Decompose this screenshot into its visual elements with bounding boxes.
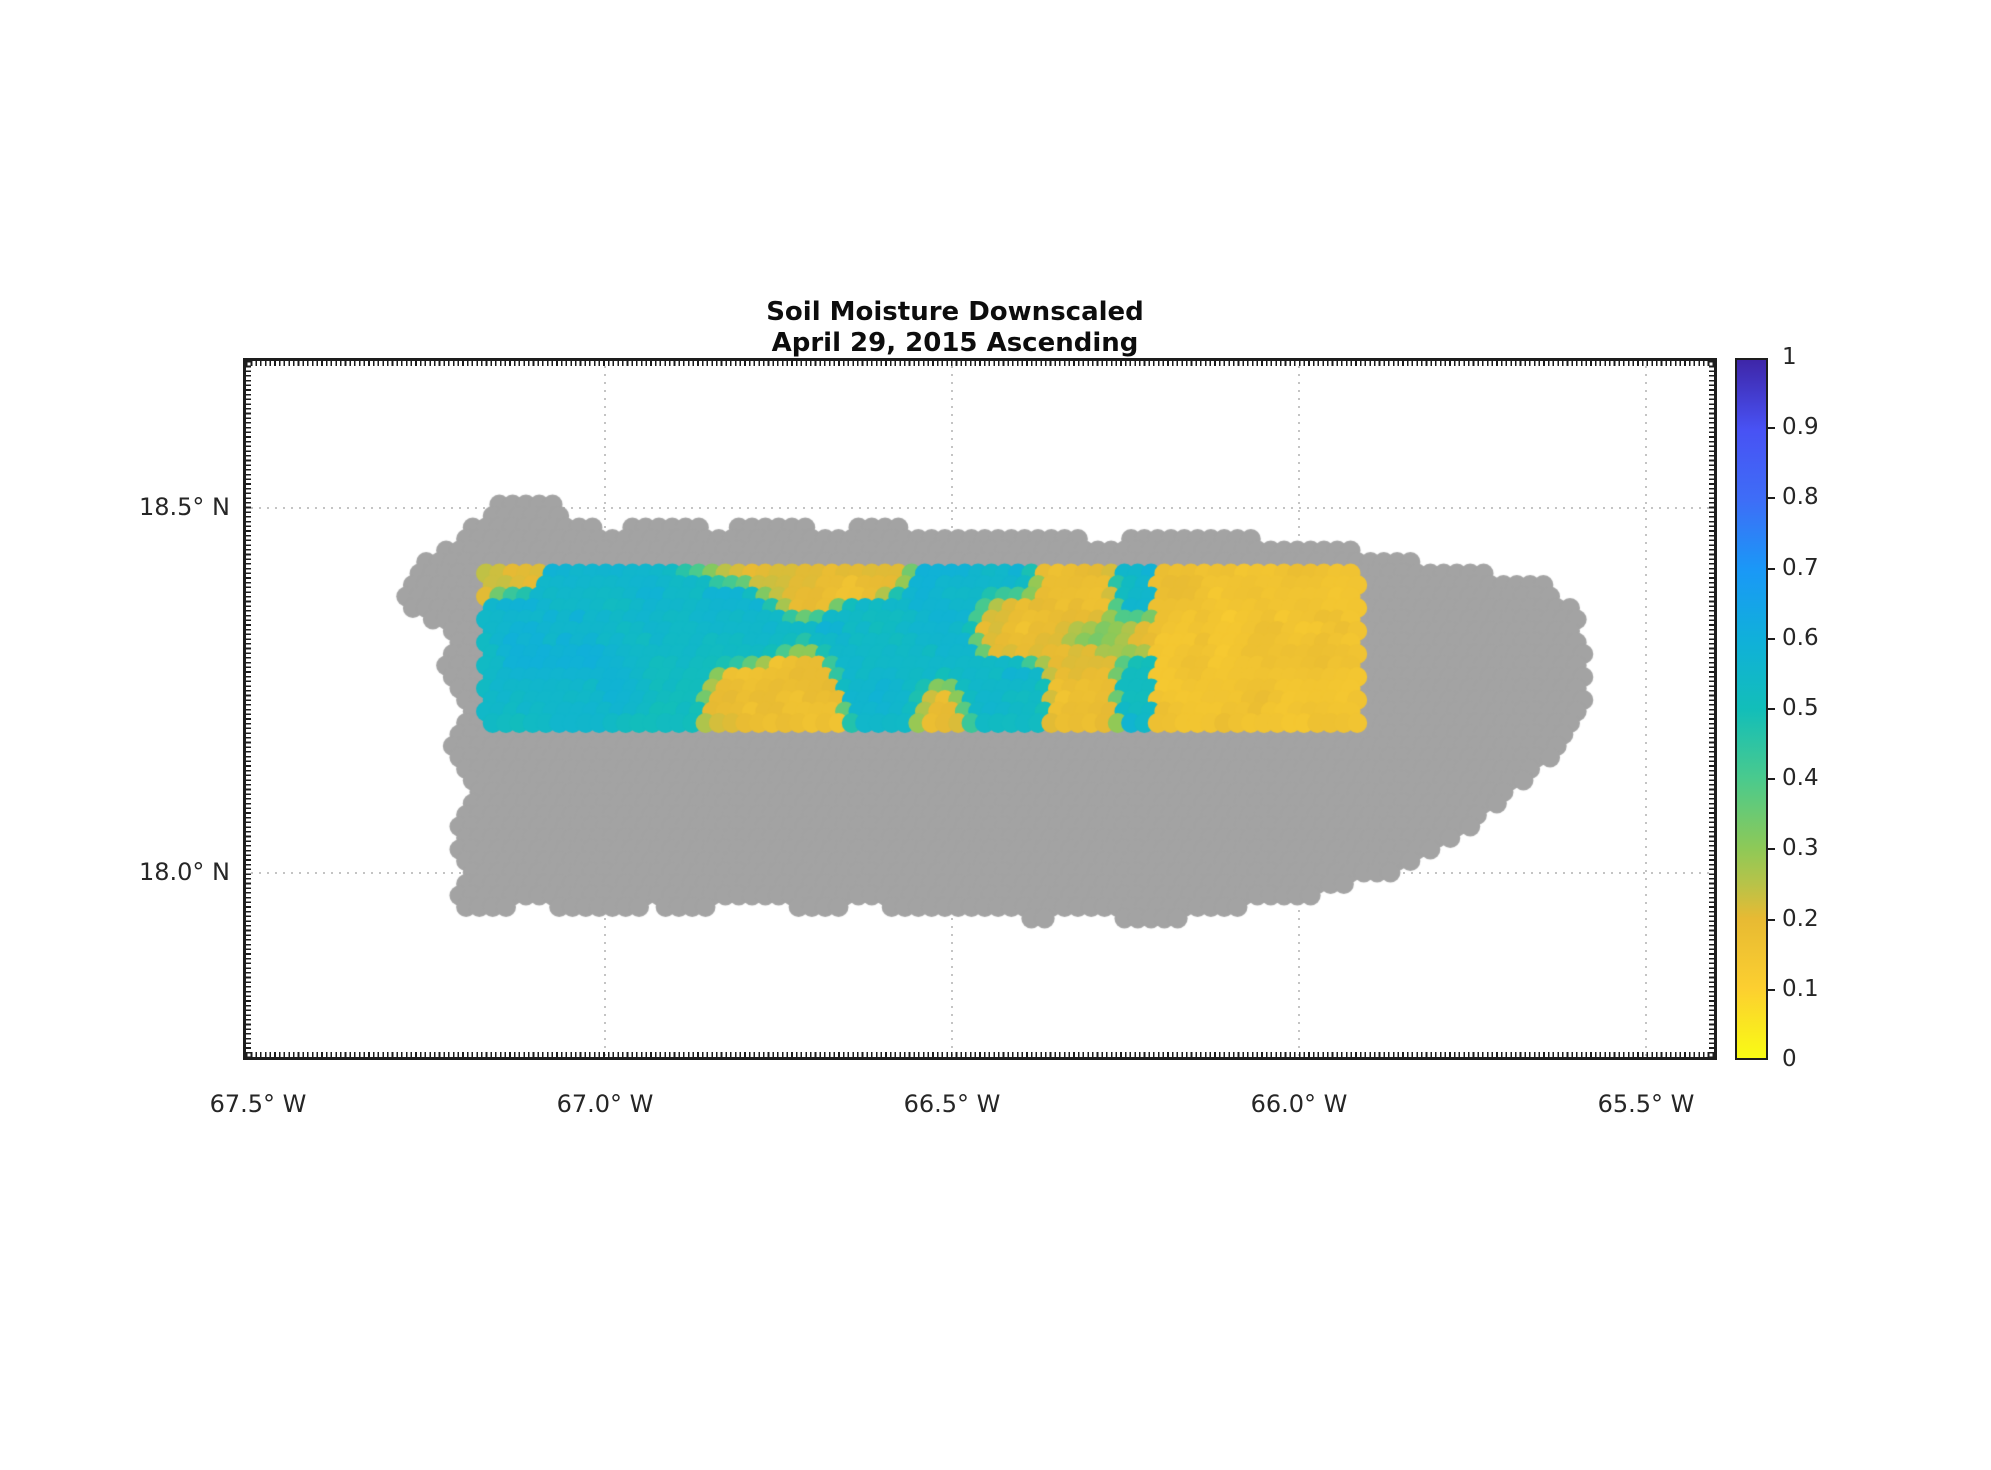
map-canvas: [243, 358, 1717, 1060]
colorbar-tick-label: 0.3: [1782, 835, 1819, 862]
x-tick-label: 67.0° W: [556, 1090, 654, 1118]
colorbar-tick-label: 0.7: [1782, 554, 1819, 581]
colorbar-tick-label: 0.9: [1782, 414, 1819, 441]
colorbar-tick: [1768, 918, 1775, 921]
colorbar-gradient: [1735, 358, 1768, 1060]
title-line-1: Soil Moisture Downscaled: [766, 297, 1144, 327]
map-plot-area: [243, 358, 1717, 1060]
colorbar-tick-label: 0.2: [1782, 905, 1819, 932]
minor-ticks-left: [246, 361, 251, 1057]
colorbar-tick: [1768, 427, 1775, 430]
colorbar-tick-label: 0.6: [1782, 624, 1819, 651]
minor-ticks-top: [246, 361, 1714, 366]
chart-title: Soil Moisture Downscaled April 29, 2015 …: [218, 297, 1692, 359]
y-tick-label: 18.0° N: [138, 858, 230, 886]
minor-ticks-bottom: [246, 1052, 1714, 1057]
colorbar-tick: [1768, 778, 1775, 781]
colorbar-tick: [1768, 637, 1775, 640]
colorbar-tick-label: 0.1: [1782, 975, 1819, 1002]
colorbar-tick: [1768, 708, 1775, 710]
minor-ticks-right: [1709, 361, 1714, 1057]
colorbar-tick-label: 0.8: [1782, 484, 1819, 511]
colorbar-tick-label: 0.4: [1782, 765, 1819, 792]
colorbar-tick-label: 1: [1782, 344, 1797, 370]
colorbar: [1735, 358, 1775, 1060]
x-tick-label: 67.5° W: [209, 1090, 307, 1118]
colorbar-tick-label: 0.5: [1782, 695, 1819, 721]
plot-frame: [243, 358, 1717, 1060]
colorbar-tick: [1768, 848, 1775, 851]
colorbar-tick: [1768, 567, 1775, 570]
colorbar-tick: [1768, 497, 1775, 500]
x-tick-label: 66.0° W: [1250, 1090, 1348, 1118]
y-tick-label: 18.5° N: [138, 493, 230, 521]
title-line-2: April 29, 2015 Ascending: [771, 328, 1139, 358]
colorbar-tick: [1768, 988, 1775, 991]
colorbar-tick-label: 0: [1782, 1046, 1797, 1072]
x-tick-label: 65.5° W: [1597, 1090, 1695, 1118]
x-tick-label: 66.5° W: [903, 1090, 1001, 1118]
